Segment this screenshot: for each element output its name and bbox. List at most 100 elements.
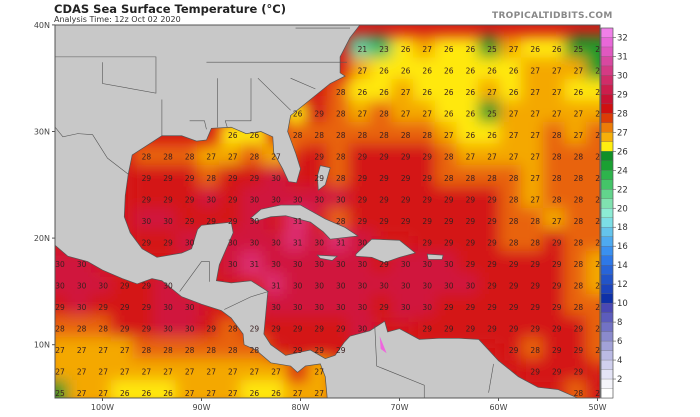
sst-value-label: 31 — [250, 260, 260, 269]
sst-value-label: 30 — [466, 282, 476, 291]
colorbar-segment — [600, 75, 614, 86]
sst-value-label: 28 — [336, 110, 346, 119]
state-border — [257, 77, 291, 111]
colorbar-segment — [600, 236, 614, 247]
sst-value-label: 29 — [142, 282, 152, 291]
colorbar-label: 27 — [617, 128, 628, 138]
sst-value-label: 26 — [444, 67, 454, 76]
sst-value-label: 27 — [595, 110, 605, 119]
sst-value-label: 26 — [293, 110, 303, 119]
sst-value-label: 27 — [552, 217, 562, 226]
sst-value-label: 26 — [401, 45, 411, 54]
sst-value-label: 27 — [530, 131, 540, 140]
sst-value-label: 27 — [228, 153, 238, 162]
sst-value-label: 28 — [509, 196, 519, 205]
sst-value-label: 27 — [293, 389, 303, 398]
sst-cell — [197, 380, 226, 398]
sst-value-label: 28 — [595, 239, 605, 248]
sst-value-label: 26 — [120, 389, 130, 398]
sst-value-label: 27 — [552, 88, 562, 97]
colorbar-label: 14 — [617, 261, 628, 271]
sst-value-label: 30 — [314, 303, 324, 312]
colorbar-label: 28 — [617, 109, 628, 119]
sst-value-label: 27 — [185, 389, 195, 398]
colorbar-label: 20 — [617, 204, 628, 214]
sst-value-label: 29 — [487, 282, 497, 291]
lake-maracaibo — [379, 336, 387, 354]
sst-value-label: 27 — [530, 88, 540, 97]
colorbar-label: 32 — [617, 33, 628, 43]
sst-value-label: 29 — [509, 260, 519, 269]
sst-value-label: 30 — [314, 260, 324, 269]
sst-cell — [586, 79, 600, 107]
sst-value-label: 26 — [466, 45, 476, 54]
sst-value-label: 29 — [271, 325, 281, 334]
lon-label: 50W — [588, 403, 606, 412]
sst-value-label: 29 — [509, 282, 519, 291]
sst-value-label: 26 — [422, 67, 432, 76]
sst-value-label: 26 — [466, 67, 476, 76]
sst-value-label: 29 — [530, 303, 540, 312]
sst-value-label: 27 — [487, 88, 497, 97]
sst-value-label: 28 — [163, 153, 173, 162]
colorbar-segment — [600, 331, 614, 342]
sst-value-label: 27 — [574, 67, 584, 76]
sst-value-label: 29 — [552, 239, 562, 248]
sst-value-label: 27 — [358, 110, 368, 119]
sst-value-label: 28 — [206, 174, 216, 183]
colorbar-label: 26 — [617, 147, 628, 157]
sst-value-label: 30 — [271, 260, 281, 269]
sst-value-label: 29 — [185, 174, 195, 183]
sst-value-label: 29 — [466, 239, 476, 248]
sst-value-label: 26 — [250, 389, 260, 398]
colorbar-label: 30 — [617, 71, 628, 81]
sst-value-label: 28 — [574, 260, 584, 269]
sst-value-label: 27 — [487, 153, 497, 162]
sst-value-label: 27 — [422, 45, 432, 54]
sst-value-label: 30 — [163, 325, 173, 334]
sst-value-label: 28 — [185, 153, 195, 162]
sst-value-label: 30 — [358, 239, 368, 248]
sst-value-label: 29 — [509, 325, 519, 334]
sst-cell — [564, 380, 593, 398]
sst-value-label: 30 — [358, 282, 368, 291]
sst-value-label: 21 — [358, 45, 368, 54]
sst-value-label: 26 — [358, 88, 368, 97]
colorbar-segment — [600, 208, 614, 219]
sst-value-label: 29 — [228, 217, 238, 226]
state-border — [189, 120, 207, 130]
state-border — [224, 78, 252, 128]
colorbar-segment — [600, 122, 614, 133]
sst-value-label: 28 — [77, 325, 87, 334]
sst-value-label: 27 — [271, 153, 281, 162]
north-america-land — [55, 25, 579, 398]
sst-value-label: 27 — [163, 368, 173, 377]
sst-value-label: 29 — [314, 325, 324, 334]
sst-value-label: 26 — [142, 389, 152, 398]
sst-value-label: 30 — [55, 260, 65, 269]
state-border — [290, 77, 316, 90]
sst-value-label: 29 — [379, 196, 389, 205]
sst-value-label: 30 — [358, 260, 368, 269]
sst-value-label: 29 — [379, 260, 389, 269]
sst-cell — [586, 315, 600, 344]
sst-value-label: 25 — [55, 389, 65, 398]
sst-value-label: 29 — [552, 303, 562, 312]
sst-value-label: 30 — [422, 282, 432, 291]
sst-value-label: 28 — [595, 303, 605, 312]
colorbar-segment — [600, 369, 614, 380]
sst-value-label: 28 — [379, 110, 389, 119]
sst-value-label: 27 — [120, 346, 130, 355]
sst-value-label: 29 — [142, 196, 152, 205]
colorbar-label: 2 — [617, 375, 622, 385]
colorbar-segment — [600, 27, 614, 38]
sst-value-label: 27 — [98, 368, 108, 377]
sst-value-label: 28 — [530, 346, 540, 355]
sst-value-label: 27 — [466, 153, 476, 162]
sst-value-label: 27 — [530, 67, 540, 76]
sst-value-label: 28 — [574, 389, 584, 398]
sst-value-label: 26 — [444, 88, 454, 97]
sst-value-label: 27 — [228, 389, 238, 398]
hispaniola-land — [355, 238, 417, 263]
sst-value-label: 29 — [142, 239, 152, 248]
